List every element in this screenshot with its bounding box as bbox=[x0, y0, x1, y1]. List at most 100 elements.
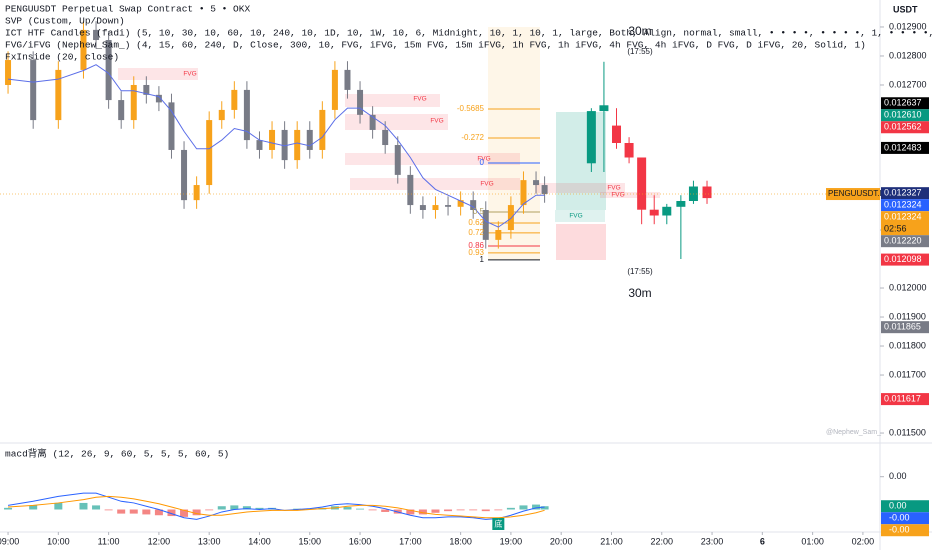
candle-body bbox=[586, 111, 596, 164]
x-tick-label: 12:00 bbox=[148, 536, 171, 546]
macd-bar bbox=[230, 505, 239, 510]
candle-body bbox=[369, 114, 376, 130]
macd-bar bbox=[142, 509, 151, 515]
x-tick-label: 19:00 bbox=[500, 536, 523, 546]
macd-bar bbox=[180, 509, 189, 517]
htf-label: 30m bbox=[628, 24, 651, 38]
candle-body bbox=[520, 180, 527, 206]
price-badge-label: 0.012324 bbox=[884, 200, 922, 210]
macd-bar bbox=[242, 506, 251, 510]
candle-body bbox=[143, 84, 150, 95]
fvg-label: FVG bbox=[430, 118, 443, 125]
ma-line bbox=[7, 64, 545, 228]
macd-badge-label: -0.00 bbox=[889, 513, 910, 523]
macd-bar bbox=[406, 509, 415, 515]
fvg-zone bbox=[345, 94, 440, 107]
fvg-label: FVG bbox=[480, 181, 493, 188]
candle-body bbox=[495, 230, 502, 240]
macd-bar bbox=[4, 507, 13, 510]
price-badge-label: 0.012324 bbox=[884, 212, 922, 222]
symbol-badge bbox=[826, 188, 880, 201]
macd-bar bbox=[54, 502, 63, 510]
candle-body bbox=[482, 209, 489, 240]
macd-bar bbox=[532, 504, 541, 510]
candle-body bbox=[419, 205, 426, 210]
fvg-zone bbox=[600, 192, 660, 198]
fib-label: 0 bbox=[480, 158, 485, 167]
price-badge-label: 0.012562 bbox=[884, 122, 922, 132]
fvg-label: FVG bbox=[569, 213, 582, 220]
y-tick-label: 0.012800 bbox=[889, 50, 927, 60]
htf-label: (17:55) bbox=[627, 47, 653, 56]
price-badge bbox=[881, 235, 929, 248]
macd-bar bbox=[104, 509, 113, 511]
candle-body bbox=[218, 109, 225, 121]
macd-line bbox=[8, 495, 545, 519]
indicator-label: ICT HTF Candles (fadi) (5, 10, 30, 10, 6… bbox=[5, 28, 932, 39]
price-badge bbox=[881, 211, 929, 236]
x-tick-label: 02:00 bbox=[852, 536, 875, 546]
macd-bar bbox=[205, 509, 214, 511]
price-badge bbox=[881, 321, 929, 334]
candle-body bbox=[676, 201, 686, 207]
candle-body bbox=[445, 205, 452, 207]
chart-title: PENGUUSDT Perpetual Swap Contract • 5 • … bbox=[5, 4, 250, 15]
macd-badge bbox=[881, 524, 929, 537]
countdown-label: 02:56 bbox=[884, 224, 907, 234]
htf-label: (17:55) bbox=[627, 267, 653, 276]
fvg-zone bbox=[350, 178, 520, 190]
y-tick-label: 0.012000 bbox=[889, 282, 927, 292]
x-tick-label: 23:00 bbox=[701, 536, 724, 546]
candle-body bbox=[5, 60, 12, 85]
fvg-label: FVG bbox=[611, 192, 624, 199]
candle-body bbox=[80, 29, 87, 70]
macd-bar bbox=[129, 509, 138, 514]
macd-bar bbox=[255, 507, 264, 510]
macd-bar bbox=[192, 509, 201, 516]
candle-body bbox=[105, 40, 112, 101]
macd-bar bbox=[356, 508, 365, 510]
macd-bar bbox=[431, 509, 440, 513]
candle-body bbox=[118, 100, 125, 121]
macd-bar bbox=[368, 509, 377, 511]
price-badge bbox=[881, 109, 929, 122]
x-tick-label: 14:00 bbox=[248, 536, 271, 546]
price-badge-label: 0.012483 bbox=[884, 142, 922, 152]
candle-body bbox=[243, 89, 250, 141]
divergence-label: 底 bbox=[494, 519, 502, 529]
candle-body bbox=[394, 145, 401, 175]
candle-body bbox=[306, 129, 313, 150]
macd-title: macd背离 (12, 26, 9, 60, 5, 5, 5, 60, 5) bbox=[5, 448, 229, 460]
fib-label: 1 bbox=[480, 255, 485, 264]
y-tick-label: 0.012900 bbox=[889, 21, 927, 31]
long-zone bbox=[556, 112, 606, 210]
fvg-label: FVG bbox=[183, 71, 196, 78]
fib-label: 0.5 bbox=[473, 207, 485, 216]
macd-badge-label: -0.00 bbox=[889, 525, 910, 535]
candle-body bbox=[281, 129, 288, 161]
fib-label: 0.72 bbox=[468, 228, 484, 237]
x-tick-label: 16:00 bbox=[349, 536, 372, 546]
price-badge bbox=[881, 393, 929, 406]
candle-body bbox=[624, 142, 634, 158]
fvg-label: FVG bbox=[477, 156, 490, 163]
x-tick-label: 6 bbox=[760, 536, 765, 546]
fvg-zone bbox=[535, 183, 625, 193]
macd-bar bbox=[469, 509, 478, 511]
macd-badge bbox=[881, 500, 929, 513]
candle-body bbox=[702, 186, 712, 199]
price-badge-label: 0.012610 bbox=[884, 110, 922, 120]
fib-label: 0.86 bbox=[468, 241, 484, 250]
candle-body bbox=[193, 185, 200, 201]
fib-label: 0.62 bbox=[468, 218, 484, 227]
y-tick-label: 0.011900 bbox=[889, 311, 926, 321]
plot-layer bbox=[0, 21, 880, 520]
fib-label: -0.5685 bbox=[457, 104, 485, 113]
y-tick-label: 0.012700 bbox=[889, 79, 927, 89]
symbol-label: PENGUUSDT.P bbox=[828, 189, 885, 198]
candle-body bbox=[93, 29, 100, 41]
x-tick-label: 20:00 bbox=[550, 536, 573, 546]
currency-label[interactable]: USDT bbox=[893, 4, 918, 14]
candle-body bbox=[206, 120, 213, 186]
